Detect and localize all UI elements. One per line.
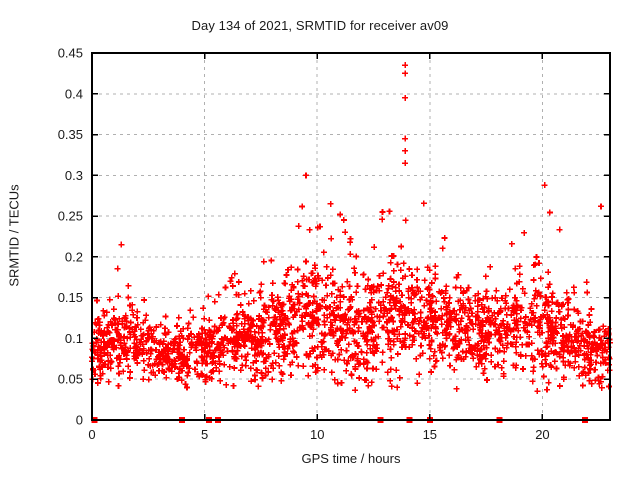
x-tick-label: 10	[310, 427, 324, 442]
y-tick-label: 0.45	[58, 46, 83, 61]
y-tick-label: 0.4	[65, 86, 83, 101]
x-tick-label: 20	[535, 427, 549, 442]
y-tick-label: 0.1	[65, 331, 83, 346]
y-tick-label: 0.25	[58, 209, 83, 224]
x-tick-label: 5	[201, 427, 208, 442]
x-axis-label: GPS time / hours	[301, 451, 401, 466]
plot-frame	[91, 52, 611, 421]
axis-ticks	[91, 52, 610, 421]
page-title: Day 134 of 2021, SRMTID for receiver av0…	[191, 18, 449, 33]
y-tick-label: 0.3	[65, 168, 83, 183]
y-tick-label: 0.2	[65, 249, 83, 264]
y-tick-label: 0.15	[58, 290, 83, 305]
axis-tick-labels: 0 0.05 0.1 0.15 0.2 0.25 0.3 0.35 0.4 0.45 0 5 10 15 2…	[58, 46, 550, 443]
y-tick-label: 0	[76, 413, 83, 428]
x-tick-label: 15	[423, 427, 437, 442]
data-points	[89, 62, 613, 395]
y-tick-label: 0.05	[58, 372, 83, 387]
y-tick-label: 0.35	[58, 127, 83, 142]
x-tick-label: 0	[88, 427, 95, 442]
